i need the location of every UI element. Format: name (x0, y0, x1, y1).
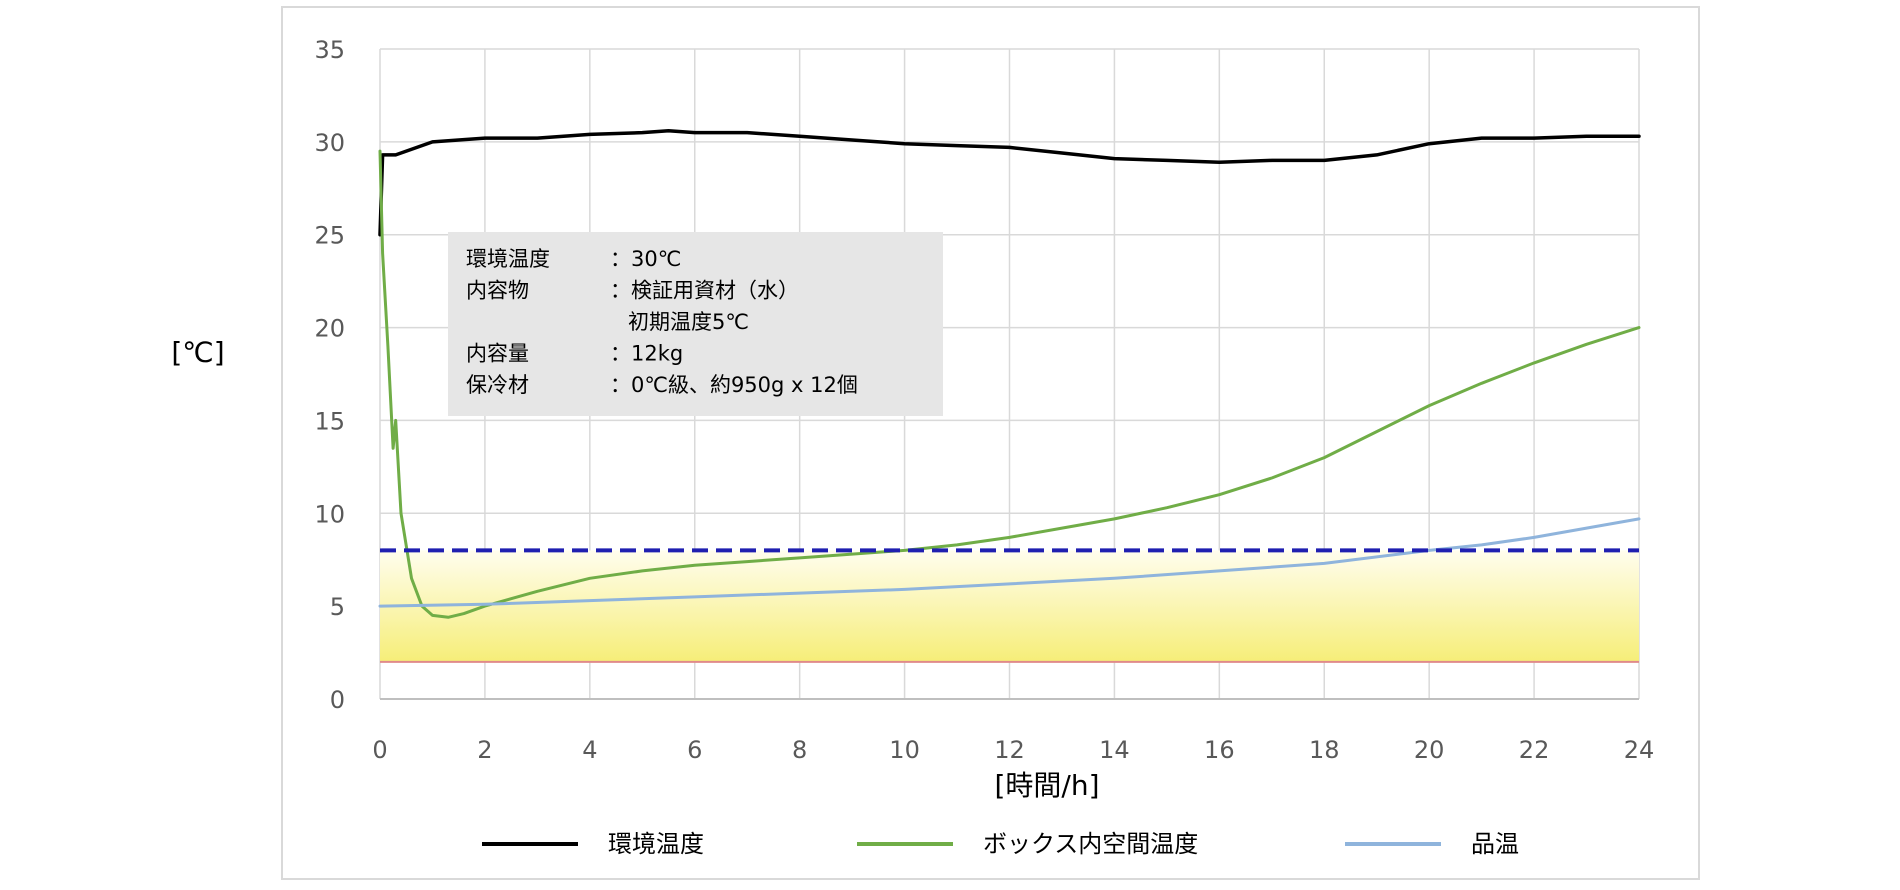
y-axis-label: [℃] (171, 336, 224, 369)
y-tick-label: 20 (314, 315, 345, 343)
y-tick-label: 0 (330, 686, 345, 714)
x-tick-label: 8 (792, 736, 807, 764)
info-value: ：12kg (610, 342, 683, 366)
info-value: ：0℃級、約950g x 12個 (610, 373, 858, 397)
band-fill (380, 550, 1639, 662)
x-tick-label: 2 (477, 736, 492, 764)
x-tick-label: 10 (889, 736, 920, 764)
info-value: 初期温度5℃ (628, 310, 749, 334)
y-tick-label: 25 (314, 222, 345, 250)
y-tick-label: 30 (314, 129, 345, 157)
x-tick-label: 14 (1099, 736, 1130, 764)
x-tick-label: 16 (1204, 736, 1235, 764)
x-tick-label: 22 (1519, 736, 1550, 764)
series-lines (378, 128, 1641, 619)
series-line (378, 149, 1641, 619)
series-line (378, 128, 1641, 237)
info-box-background (448, 232, 943, 416)
y-tick-label: 10 (314, 500, 345, 528)
reference-lines (380, 548, 1639, 663)
x-tick-label: 24 (1624, 736, 1655, 764)
x-axis-label: [時間/h] (994, 769, 1099, 802)
info-value: ：30℃ (610, 247, 681, 271)
x-tick-label: 0 (372, 736, 387, 764)
y-tick-labels: 0 5 10 15 20 25 30 35 (314, 36, 345, 714)
y-tick-label: 35 (314, 36, 345, 64)
info-label: 内容量 (466, 342, 529, 366)
acceptable-band (380, 550, 1639, 662)
info-label: 環境温度 (466, 247, 550, 271)
legend-label: 環境温度 (608, 830, 704, 858)
legend: 環境温度 ボックス内空間温度 品温 (482, 830, 1519, 858)
x-tick-label: 6 (687, 736, 702, 764)
y-tick-label: 5 (330, 593, 345, 621)
info-value: ：検証用資材（水） (610, 279, 799, 303)
legend-label: 品温 (1471, 830, 1519, 858)
x-tick-label: 12 (994, 736, 1025, 764)
legend-item: 品温 (1345, 830, 1519, 858)
chart-frame (281, 6, 1700, 880)
y-tick-label: 15 (314, 407, 345, 435)
x-tick-label: 4 (582, 736, 597, 764)
x-tick-label: 20 (1414, 736, 1445, 764)
legend-item: 環境温度 (482, 830, 704, 858)
condition-info-box: 環境温度 ：30℃ 内容物 ：検証用資材（水） 初期温度5℃ 内容量 ：12kg 保冷材 ：0℃… (448, 232, 943, 416)
info-label: 内容物 (466, 279, 529, 303)
info-label: 保冷材 (466, 373, 529, 397)
legend-label: ボックス内空間温度 (983, 830, 1198, 858)
series-line (378, 517, 1641, 608)
legend-item: ボックス内空間温度 (857, 830, 1198, 858)
x-tick-labels: 0 2 4 6 8 10 12 14 16 18 20 22 24 (372, 736, 1654, 764)
x-tick-label: 18 (1309, 736, 1340, 764)
